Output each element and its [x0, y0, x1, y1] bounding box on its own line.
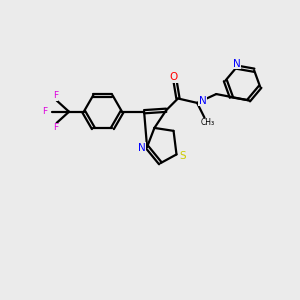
- Text: F: F: [52, 123, 58, 132]
- Text: F: F: [42, 107, 47, 116]
- Text: N: N: [138, 142, 146, 153]
- Text: F: F: [52, 91, 58, 100]
- Text: N: N: [199, 95, 206, 106]
- Text: N: N: [233, 58, 241, 69]
- Text: O: O: [169, 72, 178, 82]
- Text: CH₃: CH₃: [200, 118, 214, 127]
- Text: S: S: [179, 151, 186, 161]
